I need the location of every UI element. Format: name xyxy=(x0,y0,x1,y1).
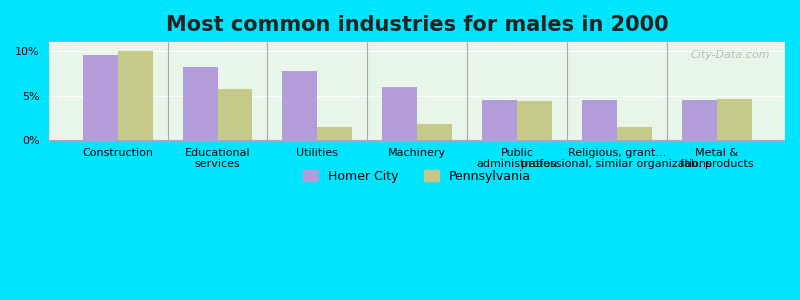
Bar xyxy=(517,101,552,140)
Bar xyxy=(118,51,153,140)
Bar xyxy=(282,70,318,140)
Bar xyxy=(617,127,652,140)
Bar xyxy=(318,127,352,140)
Bar xyxy=(182,67,218,140)
Bar xyxy=(82,56,118,140)
Title: Most common industries for males in 2000: Most common industries for males in 2000 xyxy=(166,15,669,35)
Bar xyxy=(382,87,417,140)
Bar xyxy=(682,100,717,140)
Bar xyxy=(582,100,617,140)
Bar xyxy=(482,100,517,140)
Bar xyxy=(417,124,452,140)
Bar xyxy=(717,99,751,140)
Text: City-Data.com: City-Data.com xyxy=(690,50,770,60)
Bar xyxy=(218,89,253,140)
Legend: Homer City, Pennsylvania: Homer City, Pennsylvania xyxy=(298,165,536,188)
